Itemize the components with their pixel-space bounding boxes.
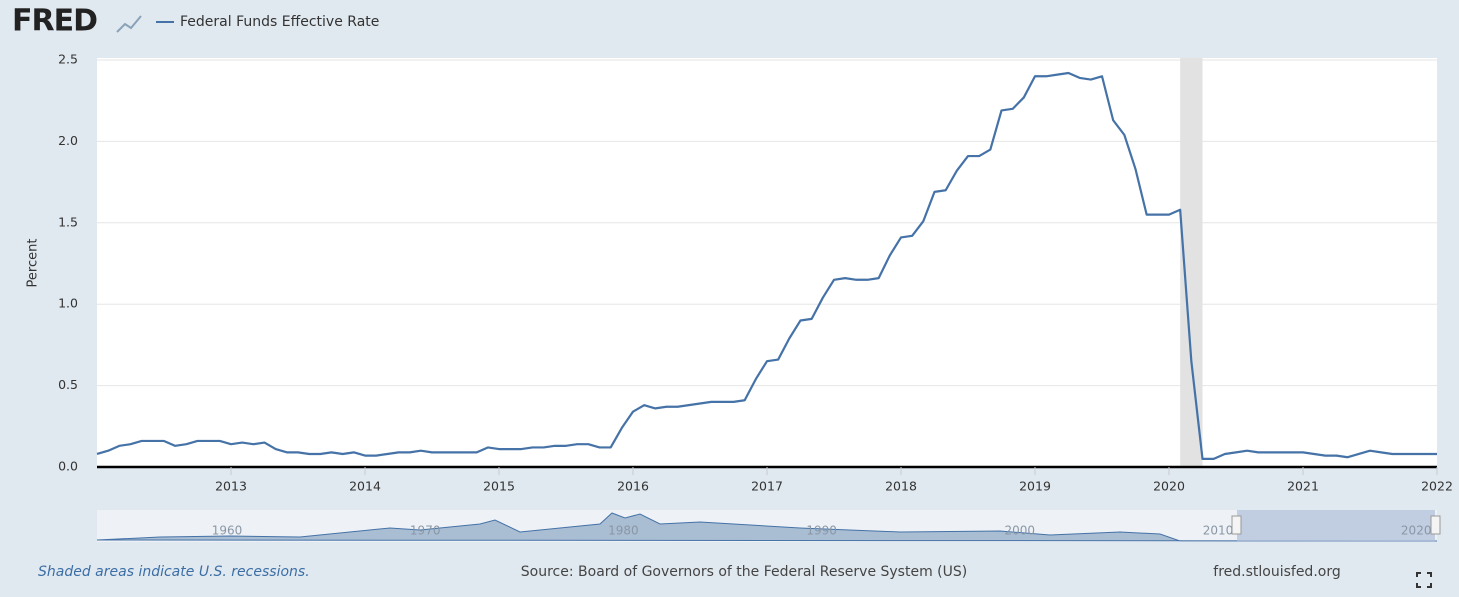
y-tick-label: 2.5 <box>58 52 78 67</box>
plot-area <box>97 58 1437 467</box>
navigator-handle[interactable] <box>1231 515 1242 535</box>
x-tick-label: 2020 <box>1153 479 1185 494</box>
navigator-tick-label: 1970 <box>410 524 441 538</box>
x-tick-label: 2018 <box>885 479 917 494</box>
navigator-tick-label: 1990 <box>806 524 837 538</box>
logo-icon <box>116 15 142 33</box>
y-tick-label: 0.5 <box>58 377 78 392</box>
navigator-handle[interactable] <box>1430 515 1441 535</box>
y-tick-label: 2.0 <box>58 133 78 148</box>
x-tick-label: 2016 <box>617 479 649 494</box>
x-tick-label: 2013 <box>215 479 247 494</box>
x-tick-label: 2019 <box>1019 479 1051 494</box>
y-tick-label: 1.0 <box>58 296 78 311</box>
series-line <box>96 71 1437 460</box>
navigator-area <box>96 512 1438 542</box>
site-link[interactable]: fred.stlouisfed.org <box>1213 564 1340 580</box>
source: Source: Board of Governors of the Federa… <box>521 564 967 580</box>
x-tick-label: 2014 <box>349 479 381 494</box>
y-tick-label: 1.5 <box>58 214 78 229</box>
navigator-tick-label: 2000 <box>1005 524 1036 538</box>
y-axis-label: Percent <box>26 239 41 288</box>
y-tick-label: 0.0 <box>58 459 78 474</box>
navigator-tick-label: 2020 <box>1401 524 1432 538</box>
navigator-tick-label: 1980 <box>608 524 639 538</box>
x-tick-label: 2022 <box>1421 479 1453 494</box>
navigator-tick-label: 2010 <box>1203 524 1234 538</box>
x-tick-label: 2021 <box>1287 479 1319 494</box>
fullscreen-icon[interactable] <box>1416 572 1432 588</box>
recession-band <box>1180 58 1203 467</box>
navigator-selection[interactable] <box>1237 510 1435 542</box>
navigator-tick-label: 1960 <box>212 524 243 538</box>
x-tick-label: 2015 <box>483 479 515 494</box>
logo: FRED <box>12 4 97 39</box>
recession-note: Shaded areas indicate U.S. recessions. <box>38 564 310 580</box>
legend-label: Federal Funds Effective Rate <box>180 14 379 30</box>
x-tick-label: 2017 <box>751 479 783 494</box>
